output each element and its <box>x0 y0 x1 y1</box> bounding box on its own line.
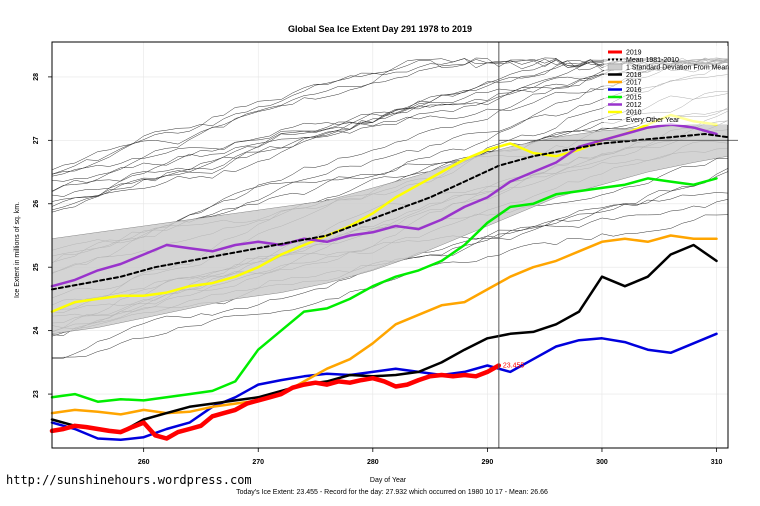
legend-box <box>604 46 728 125</box>
x-tick-label: 270 <box>252 459 264 466</box>
legend-label: 2019 <box>626 50 642 57</box>
legend-label: Mean 1981-2010 <box>626 57 679 64</box>
y-tick-label: 25 <box>33 263 40 271</box>
y-tick-label: 23 <box>33 390 40 398</box>
series-line-2018 <box>50 243 718 434</box>
legend-label: 1 Standard Deviation From Mean <box>626 65 729 72</box>
legend-label: Every Other Year <box>626 117 680 124</box>
y-tick-label: 26 <box>33 200 40 208</box>
legend-label: 2016 <box>626 87 642 94</box>
legend-swatch <box>607 63 623 71</box>
axes: 260 270 280 290 300 310 23 24 25 26 27 28 <box>33 41 729 466</box>
x-tick-label: 290 <box>482 459 494 466</box>
x-tick-label: 300 <box>596 459 608 466</box>
series-line-2012 <box>50 123 718 288</box>
x-tick-label: 260 <box>138 459 150 466</box>
series-line-2015 <box>50 177 718 403</box>
chart-title: Global Sea Ice Extent Day 291 1978 to 20… <box>288 24 472 34</box>
x-tick-label: 310 <box>711 459 723 466</box>
credit-url: http://sunshinehours.wordpress.com <box>6 473 252 487</box>
legend-label: 2010 <box>626 110 642 117</box>
x-tick-label: 280 <box>367 459 379 466</box>
series-line-mean-1981-2010 <box>51 133 729 291</box>
today-value-label: 23.455 <box>503 363 525 370</box>
legend-label: 2018 <box>626 72 642 79</box>
x-axis-label: Day of Year <box>370 477 407 484</box>
footer-summary: Today's Ice Extent: 23.455 - Record for … <box>236 489 548 496</box>
year-trace <box>51 214 729 358</box>
legend-label: 2017 <box>626 80 642 87</box>
series-line-2019 <box>49 363 502 441</box>
plot-frame <box>51 41 729 449</box>
series-line-2017 <box>50 234 718 416</box>
series-lines: 23.455 <box>49 42 738 448</box>
legend-label: 2015 <box>626 95 642 102</box>
y-tick-label: 28 <box>33 73 40 81</box>
series-line-2016 <box>50 332 718 442</box>
legend-label: 2012 <box>626 102 642 109</box>
y-axis-label: Ice Extent in millions of sq. km. <box>14 202 21 298</box>
y-tick-label: 24 <box>33 327 40 335</box>
y-tick-label: 27 <box>33 136 40 144</box>
